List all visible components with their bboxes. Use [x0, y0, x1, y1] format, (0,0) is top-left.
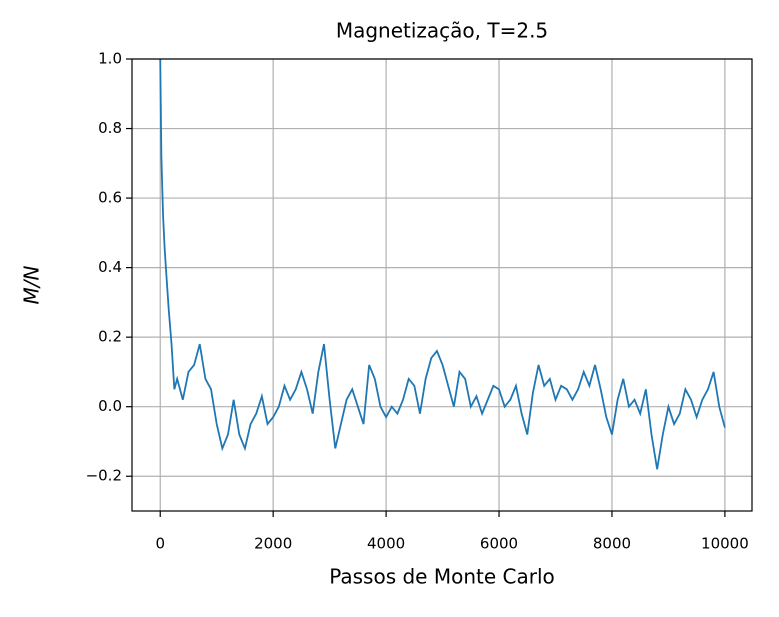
data-line	[159, 58, 726, 470]
plot-frame	[131, 58, 753, 512]
x-tick-label: 6000	[480, 535, 518, 553]
y-axis-label: M/N	[20, 265, 44, 304]
x-axis-label: Passos de Monte Carlo	[329, 565, 555, 589]
x-tick-label: 10000	[701, 535, 749, 553]
y-tick-label: 0.0	[98, 397, 122, 415]
y-tick-label: −0.2	[86, 467, 122, 485]
x-tick-label: 2000	[254, 535, 292, 553]
x-tick-label: 4000	[367, 535, 405, 553]
y-tick-label: 0.2	[98, 328, 122, 346]
chart-title: Magnetização, T=2.5	[336, 19, 548, 43]
x-tick-label: 8000	[593, 535, 631, 553]
x-tick-label: 0	[155, 535, 165, 553]
y-tick-label: 0.8	[98, 119, 122, 137]
y-tick-label: 1.0	[98, 50, 122, 68]
y-tick-label: 0.4	[98, 258, 122, 276]
y-tick-label: 0.6	[98, 189, 122, 207]
